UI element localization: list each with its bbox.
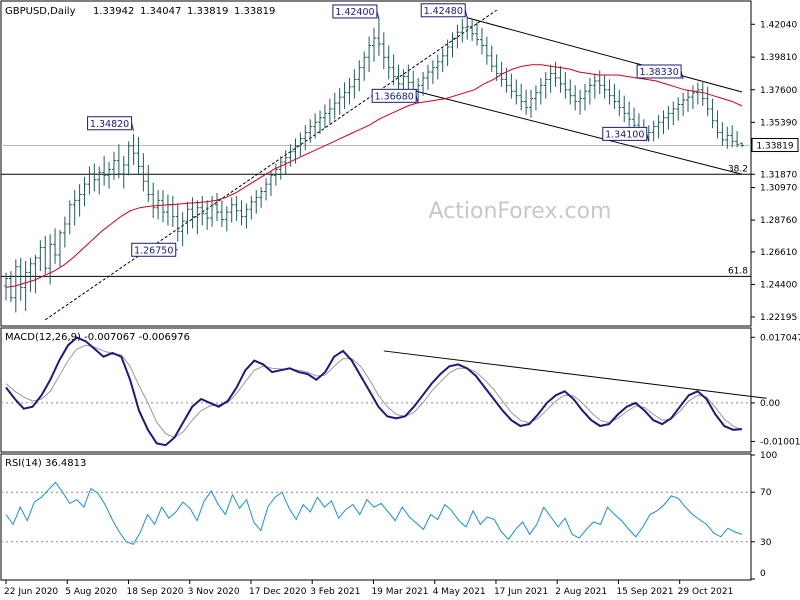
x-axis-label: 5 Aug 2020 (65, 587, 117, 597)
ohlc-high: 1.34047 (140, 6, 181, 17)
x-axis-label: 2 Aug 2021 (555, 587, 607, 597)
rsi-line (5, 481, 743, 545)
x-axis-label: 17 Jun 2021 (494, 587, 548, 597)
price-annotation-leader (680, 71, 684, 80)
rsi-axis-label: 30 (760, 538, 772, 548)
rsi-axis-label: 70 (760, 488, 772, 498)
price-annotation-text: 1.38330 (639, 67, 678, 78)
price-axis-label: 1.24400 (760, 280, 797, 290)
price-annotation-text: 1.42480 (424, 6, 463, 17)
moving-average-line (5, 64, 743, 288)
rsi-label: RSI(14) 36.4813 (5, 458, 86, 469)
price-annotation-leader (131, 123, 135, 131)
price-annotation-leader (376, 11, 380, 20)
price-annotation-leader (646, 133, 650, 142)
x-axis-label: 19 Mar 2021 (371, 587, 428, 597)
price-annotation-text: 1.34100 (605, 129, 644, 140)
rsi-panel-frame (0, 453, 752, 581)
ohlc-low: 1.33819 (187, 6, 228, 17)
price-annotation-leader (464, 10, 468, 18)
instrument-label: GBPUSD,Daily (5, 6, 76, 17)
price-annotation-text: 1.36680 (375, 91, 414, 102)
x-axis-label: 4 May 2021 (433, 587, 486, 597)
macd-line (5, 336, 743, 447)
price-axis-label: 1.22195 (760, 313, 797, 323)
fib-level-label: 38.2 (728, 164, 748, 174)
x-axis-label: 29 Oct 2021 (678, 587, 734, 597)
x-axis-label: 18 Sep 2020 (126, 587, 183, 597)
x-axis-label: 3 Feb 2021 (310, 587, 360, 597)
ohlc-open: 1.33942 (93, 6, 134, 17)
rsi-layer (1, 481, 751, 545)
x-axis-label: 15 Sep 2021 (616, 587, 673, 597)
macd-axis-label: 0.017047 (760, 333, 800, 343)
macd-axis-label: 0.00 (760, 399, 780, 409)
current-price-tag (751, 138, 799, 153)
x-axis-label: 3 Nov 2020 (188, 587, 240, 597)
price-axis-label: 1.28760 (760, 216, 797, 226)
fib-level-label: 61.8 (728, 266, 748, 276)
macd-axis-label: -0.010013 (760, 437, 800, 447)
channel-lower-line (413, 90, 743, 175)
x-axis-label: 17 Dec 2020 (249, 587, 307, 597)
rsi-axis-label: 100 (760, 451, 777, 461)
price-axis-label: 1.30970 (760, 184, 797, 194)
price-axis-label: 1.31870 (760, 170, 797, 180)
macd-panel-frame (0, 327, 752, 453)
axis-layer: 1.42040 1.39810 1.37600 1.35390 1.31870 1.309… (4, 20, 800, 597)
support-trendline (44, 9, 497, 321)
price-panel-frame (0, 0, 752, 327)
macd-trendline (383, 350, 767, 399)
macd-label: MACD(12,26,9) -0.007067 -0.006976 (5, 332, 190, 343)
price-axis-label: 1.35390 (760, 118, 797, 128)
channel-upper-line (467, 17, 743, 93)
price-annotation-text: 1.42400 (335, 7, 374, 18)
price-axis-label: 1.39810 (760, 53, 797, 63)
macd-layer (1, 336, 767, 447)
watermark: ActionForex.com (429, 199, 612, 224)
price-annotation-text: 1.34820 (90, 119, 129, 130)
price-axis-label: 1.26610 (760, 248, 797, 258)
macd-signal-line (5, 344, 743, 439)
price-annotation-leader (415, 95, 419, 104)
x-axis-label: 22 Jun 2020 (4, 587, 58, 597)
price-axis-label: 1.37600 (760, 86, 797, 96)
price-layer: 38.2 61.8 1.42400 1.42480 1.34820 1.36680 1.38… (1, 3, 751, 321)
rsi-axis-label: 0 (760, 569, 766, 579)
current-price-text: 1.33819 (756, 142, 793, 152)
price-header: GBPUSD,Daily 1.33942 1.34047 1.33819 1.3… (5, 6, 275, 17)
price-annotation-text: 1.26750 (134, 245, 173, 256)
ohlc-close: 1.33819 (234, 6, 275, 17)
price-axis-label: 1.42040 (760, 20, 797, 30)
